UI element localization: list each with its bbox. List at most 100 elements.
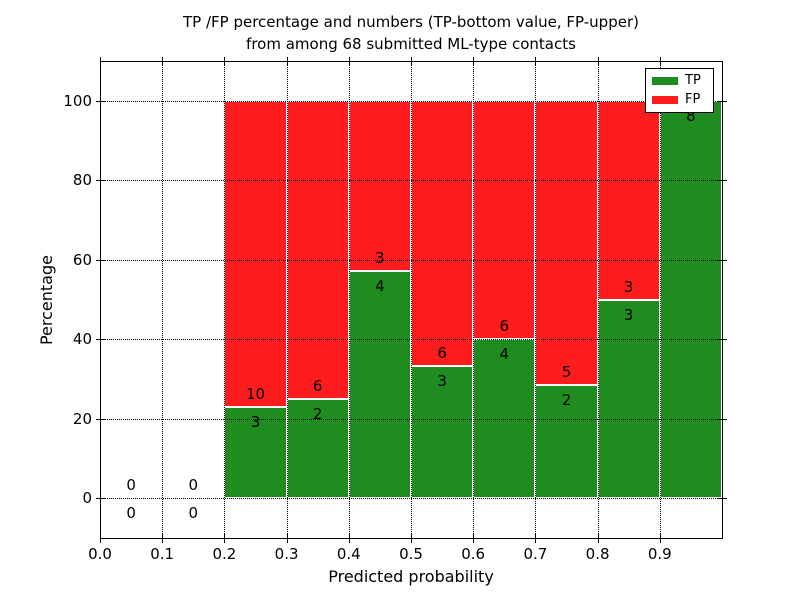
y-tickmark-right-20 — [717, 418, 727, 420]
fp-count-label-0: 0 — [126, 476, 136, 495]
bar-fp-0.2 — [224, 100, 287, 407]
x-tickmark-top-0.1 — [162, 56, 164, 66]
y-tickmark-left-100 — [95, 100, 105, 102]
legend-item-tp: TP — [652, 74, 707, 88]
x-tickmark-top-0.7 — [535, 56, 537, 66]
bar-tp-0.5 — [411, 365, 474, 499]
gridline-x-0.3 — [286, 61, 288, 538]
tp-swatch — [652, 77, 678, 85]
x-tickmark-top-0.5 — [411, 56, 412, 66]
x-axis-label: Predicted probability — [328, 567, 494, 586]
y-tick-label-40: 40 — [72, 330, 92, 349]
x-tickmark-bottom-0.9 — [659, 533, 661, 543]
y-tickmark-left-80 — [95, 180, 105, 182]
y-tickmark-right-40 — [717, 339, 727, 341]
gridline-x-0.4 — [348, 61, 350, 538]
tp-count-label-0.9: 8 — [686, 106, 696, 125]
y-tickmark-right-80 — [717, 180, 727, 182]
fp-count-label-0.7: 5 — [561, 362, 572, 381]
fp-count-label-0.1: 0 — [188, 476, 199, 495]
x-tickmark-top-0.3 — [286, 56, 288, 66]
x-tickmark-top-0.2 — [224, 56, 226, 66]
tp-count-label-0.7: 2 — [561, 390, 572, 409]
gridline-x-0.2 — [224, 61, 226, 538]
fp-swatch — [652, 96, 678, 104]
bar-tp-0.4 — [348, 271, 411, 499]
x-tick-label-0.5: 0.5 — [399, 545, 423, 563]
tp-count-label-0.5: 3 — [437, 371, 447, 390]
bar-tp-0.9 — [659, 100, 722, 499]
x-tickmark-bottom-0.8 — [597, 533, 599, 543]
y-tickmark-left-0 — [95, 498, 105, 500]
bar-fp-0.5 — [411, 100, 474, 366]
x-tickmark-top-0.9 — [659, 56, 661, 66]
bar-fp-0.3 — [286, 100, 349, 399]
x-tickmark-top-0.8 — [597, 56, 599, 66]
legend: TP FP — [645, 68, 714, 113]
x-tickmark-bottom-0.7 — [535, 533, 537, 543]
x-tickmark-bottom-0.3 — [286, 533, 288, 543]
fp-count-label-0.6: 6 — [499, 317, 510, 336]
x-tick-label-0.6: 0.6 — [461, 545, 486, 563]
y-tick-label-100: 100 — [63, 91, 92, 110]
fp-count-label-0.4: 3 — [375, 249, 385, 268]
x-tickmark-bottom-0.2 — [224, 533, 226, 543]
y-tickmark-left-60 — [95, 259, 105, 261]
x-tickmark-top-0 — [100, 56, 101, 66]
fp-count-label-0.2: 10 — [245, 384, 266, 403]
gridline-x-0.9 — [659, 61, 661, 538]
x-tick-label-0.0: 0.0 — [88, 545, 112, 563]
x-tick-label-0.7: 0.7 — [523, 545, 548, 563]
tp-count-label-0: 0 — [126, 504, 136, 523]
y-tick-label-80: 80 — [72, 171, 92, 190]
chart-title-line1: TP /FP percentage and numbers (TP-bottom… — [183, 13, 639, 31]
x-tickmark-top-0.6 — [473, 56, 475, 66]
bar-fp-0.7 — [535, 100, 598, 385]
tp-count-label-0.3: 2 — [312, 404, 323, 423]
chart-title-line2: from among 68 submitted ML-type contacts — [246, 35, 576, 53]
tp-count-label-0.4: 4 — [375, 277, 385, 296]
y-tickmark-right-100 — [717, 100, 727, 102]
bar-fp-0.6 — [473, 100, 536, 340]
x-tickmark-bottom-0 — [100, 533, 101, 543]
x-tick-label-0.9: 0.9 — [647, 545, 672, 563]
legend-label-tp: TP — [685, 73, 701, 88]
x-tickmark-bottom-0.4 — [348, 533, 350, 543]
tp-count-label-0.2: 3 — [250, 412, 261, 431]
x-tick-label-0.1: 0.1 — [150, 545, 175, 563]
x-tickmark-bottom-0.5 — [411, 533, 412, 543]
tp-count-label-0.6: 4 — [499, 345, 510, 364]
bar-fp-0.8 — [597, 100, 660, 300]
gridline-x-0.8 — [597, 61, 599, 538]
x-tick-label-0.2: 0.2 — [212, 545, 237, 563]
x-tick-label-0.3: 0.3 — [274, 545, 299, 563]
x-tick-label-0.8: 0.8 — [585, 545, 610, 563]
y-tickmark-right-0 — [717, 498, 727, 500]
bar-fp-0.4 — [348, 100, 411, 272]
gridline-x-0.7 — [535, 61, 537, 538]
x-tick-label-0.4: 0.4 — [336, 545, 361, 563]
legend-item-fp: FP — [652, 93, 707, 107]
x-tickmark-bottom-0.6 — [473, 533, 475, 543]
gridline-x-0.5 — [411, 61, 412, 538]
bar-tp-0.8 — [597, 299, 660, 499]
y-tick-label-0: 0 — [82, 489, 92, 508]
y-tickmark-left-40 — [95, 339, 105, 341]
y-tick-label-20: 20 — [72, 409, 92, 428]
fp-count-label-0.5: 6 — [437, 343, 447, 362]
x-tickmark-top-0.4 — [348, 56, 350, 66]
tp-count-label-0.1: 0 — [188, 504, 199, 523]
chart-title: TP /FP percentage and numbers (TP-bottom… — [100, 11, 722, 55]
fp-count-label-0.8: 3 — [623, 277, 634, 296]
gridline-x-0.6 — [473, 61, 475, 538]
y-tickmark-left-20 — [95, 418, 105, 420]
legend-label-fp: FP — [685, 92, 701, 107]
gridline-x-0.1 — [162, 61, 164, 538]
y-tickmark-right-60 — [717, 259, 727, 261]
y-axis-label: Percentage — [37, 255, 56, 346]
fp-count-label-0.3: 6 — [312, 376, 323, 395]
y-tick-label-60: 60 — [72, 250, 92, 269]
x-tickmark-bottom-0.1 — [162, 533, 164, 543]
tp-count-label-0.8: 3 — [623, 305, 634, 324]
